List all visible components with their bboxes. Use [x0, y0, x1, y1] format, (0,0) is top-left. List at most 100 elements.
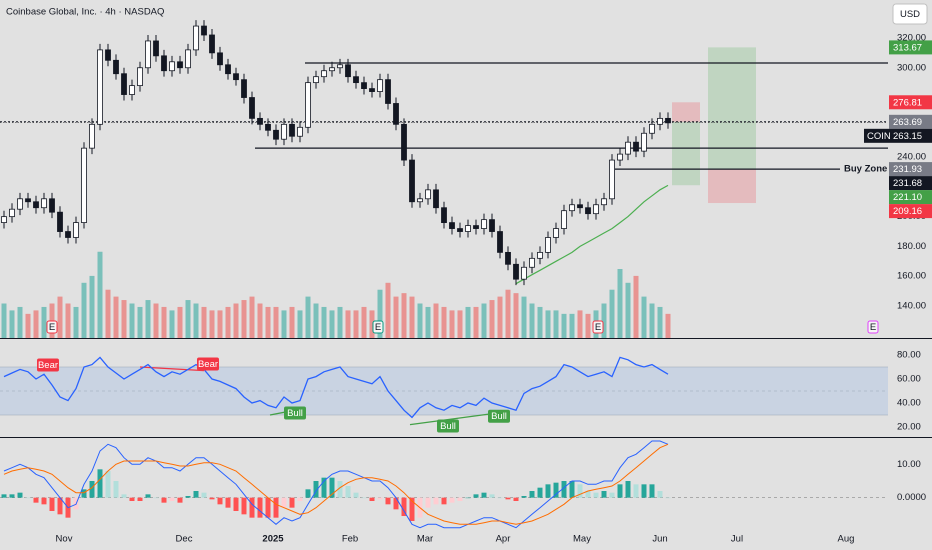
volume-bar	[577, 310, 583, 338]
histogram-bar	[201, 492, 207, 498]
x-tick-label: May	[573, 534, 591, 545]
x-tick-label: Apr	[496, 534, 511, 545]
histogram-bar	[481, 492, 487, 498]
price-tag	[889, 114, 932, 129]
volume-bar	[449, 310, 455, 338]
signal-badge	[197, 357, 219, 371]
candle-body	[489, 219, 495, 232]
volume-bar	[305, 296, 311, 338]
histogram-bar	[241, 497, 247, 515]
histogram-bar	[641, 484, 647, 498]
price-tag-label: 231.93	[893, 164, 922, 175]
candle-body	[73, 222, 79, 238]
price-tag	[889, 204, 932, 219]
currency-label[interactable]: USD	[900, 9, 920, 20]
volume-bar	[617, 269, 623, 338]
histogram-bar	[169, 497, 175, 501]
y-tick-label: 160.00	[897, 271, 926, 282]
histogram-bar	[265, 497, 271, 518]
signal-badge	[37, 358, 59, 372]
candle-body	[569, 204, 575, 212]
signal-label: Bull	[287, 408, 303, 419]
histogram-bar	[209, 497, 215, 500]
histogram-bar	[121, 494, 127, 498]
histogram-bar	[233, 497, 239, 511]
histogram-bar	[537, 487, 543, 498]
volume-bar	[641, 296, 647, 338]
volume-bar	[97, 251, 103, 338]
volume-bar	[89, 275, 95, 338]
histogram-bar	[273, 497, 279, 518]
candle-body	[601, 198, 607, 206]
candle-body	[561, 210, 567, 229]
y-tick-label: 80.00	[897, 350, 921, 361]
event-marker	[372, 320, 384, 334]
volume-bar	[353, 310, 359, 338]
candle-body	[537, 251, 543, 259]
histogram-bar	[521, 496, 527, 498]
price-tag-label: 263.69	[893, 117, 922, 128]
histogram-bar	[89, 481, 95, 498]
histogram-bar	[457, 497, 463, 501]
candle-body	[321, 70, 327, 78]
volume-bar	[105, 289, 111, 338]
candle-body	[609, 159, 615, 200]
candle-body	[617, 153, 623, 161]
y-tick-label: 240.00	[897, 152, 926, 163]
histogram-bar	[113, 481, 119, 498]
price-tag-label: 231.68	[893, 178, 922, 189]
currency-button[interactable]	[892, 3, 928, 25]
signal-badge	[488, 409, 510, 423]
volume-bar	[337, 306, 343, 338]
candle-body	[49, 198, 55, 213]
candle-body	[577, 204, 583, 209]
histogram-bar	[377, 497, 383, 500]
candle-body	[217, 52, 223, 66]
candle-body	[1, 216, 7, 224]
candle-body	[81, 147, 87, 224]
volume-bar	[145, 300, 151, 338]
volume-bar	[241, 300, 247, 338]
signal-line	[3, 443, 669, 525]
volume-bar	[289, 306, 295, 338]
candle-body	[585, 207, 591, 215]
volume-bar	[25, 313, 31, 338]
histogram-bar	[33, 497, 39, 503]
chart-title: Coinbase Global, Inc. · 4h · NASDAQ	[6, 7, 164, 18]
candle-body	[193, 25, 199, 51]
volume-bar	[625, 282, 631, 338]
histogram-bar	[561, 481, 567, 498]
volume-bar	[489, 300, 495, 338]
signal-badge	[437, 419, 459, 433]
histogram-bar	[153, 497, 159, 499]
candle-body	[313, 76, 319, 84]
histogram-bar	[313, 481, 319, 498]
candle-body	[257, 117, 263, 125]
event-label: E	[375, 322, 381, 333]
candle-body	[297, 126, 303, 137]
x-tick-label: Nov	[56, 534, 73, 545]
x-tick-label: Jul	[731, 534, 743, 545]
candle-body	[145, 40, 151, 69]
volume-bar	[113, 296, 119, 338]
candle-body	[545, 237, 551, 253]
candle-body	[185, 49, 191, 69]
volume-bar	[161, 306, 167, 338]
candle-body	[385, 79, 391, 104]
histogram-bar	[305, 489, 311, 498]
histogram-bar	[161, 497, 167, 503]
volume-bar	[441, 306, 447, 338]
volume-bar	[9, 310, 15, 338]
price-tag-label: 276.81	[893, 97, 922, 108]
volume-bar	[601, 303, 607, 338]
signal-label: Bear	[38, 360, 58, 371]
volume-bar	[649, 303, 655, 338]
candle-body	[497, 231, 503, 253]
volume-bar	[129, 303, 135, 338]
candle-body	[177, 61, 183, 69]
histogram-bar	[257, 497, 263, 518]
candle-body	[129, 85, 135, 95]
candle-body	[209, 34, 215, 54]
candle-body	[553, 228, 559, 238]
candle-body	[401, 123, 407, 161]
